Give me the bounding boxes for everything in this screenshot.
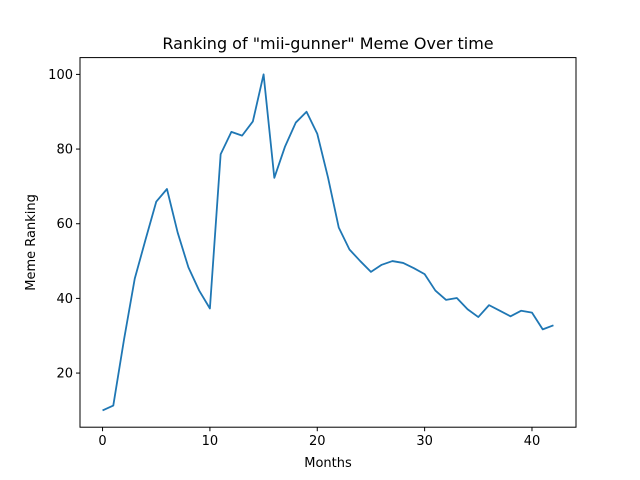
y-axis-label: Meme Ranking <box>24 194 39 291</box>
x-tick-label: 20 <box>309 434 326 449</box>
y-tick-label: 80 <box>56 143 73 158</box>
chart-title: Ranking of "mii-gunner" Meme Over time <box>162 34 493 53</box>
y-tick-label: 40 <box>56 292 73 307</box>
series-line <box>102 73 554 412</box>
y-tick-label: 20 <box>56 367 73 382</box>
y-axis: 20 40 60 80 100 <box>48 68 80 382</box>
axes-frame <box>79 57 577 428</box>
y-tick-label: 100 <box>48 68 73 83</box>
x-tick-label: 40 <box>524 434 541 449</box>
x-axis-label: Months <box>304 456 352 471</box>
x-axis: 0 10 20 30 40 <box>98 427 540 449</box>
x-tick-label: 0 <box>98 434 106 449</box>
x-tick-label: 30 <box>416 434 433 449</box>
y-tick-label: 60 <box>56 217 73 232</box>
plot-area <box>102 73 554 412</box>
x-tick-label: 10 <box>202 434 219 449</box>
